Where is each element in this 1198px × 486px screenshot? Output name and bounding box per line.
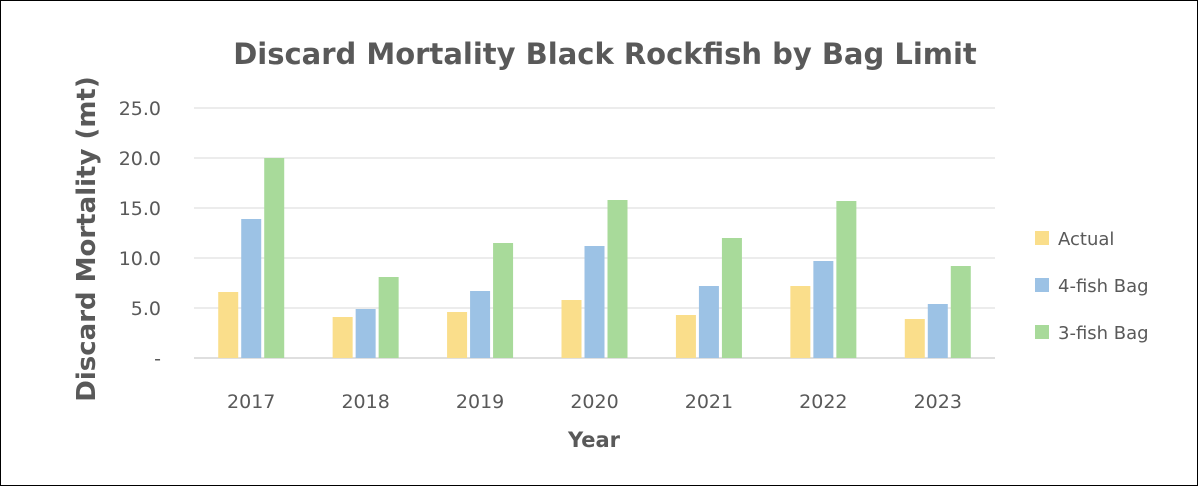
bar	[721, 238, 742, 358]
y-tick-label: -	[154, 348, 161, 370]
x-tick-label: 2018	[341, 391, 389, 413]
bar	[355, 309, 376, 358]
bar	[584, 246, 605, 358]
y-tick-label: 15.0	[119, 198, 161, 220]
bar	[813, 261, 834, 358]
chart-title: Discard Mortality Black Rockfish by Bag …	[233, 37, 977, 71]
legend-swatch	[1035, 325, 1049, 339]
bar	[698, 286, 719, 358]
legend: Actual 4-fish Bag 3-fish Bag	[1035, 229, 1149, 344]
bar	[904, 319, 925, 358]
bar	[241, 219, 262, 358]
bar	[927, 304, 948, 358]
bar	[447, 312, 468, 358]
bar	[950, 266, 971, 358]
bar	[378, 277, 399, 358]
x-axis-title: Year	[567, 428, 621, 452]
bar	[470, 291, 491, 358]
bar	[218, 292, 239, 358]
bar	[332, 317, 353, 358]
bar	[790, 286, 811, 358]
x-tick-label: 2019	[456, 391, 504, 413]
legend-label: 4-fish Bag	[1058, 276, 1149, 297]
y-axis-ticks: - 5.0 10.0 15.0 20.0 25.0	[119, 98, 161, 370]
legend-swatch	[1035, 231, 1049, 245]
y-axis-title: Discard Mortality (mt)	[72, 76, 102, 401]
y-tick-label: 5.0	[131, 298, 161, 320]
bar	[836, 201, 857, 358]
x-tick-label: 2020	[570, 391, 618, 413]
y-tick-label: 10.0	[119, 248, 161, 270]
x-axis-ticks: 2017 2018 2019 2020 2021 2022 2023	[227, 391, 962, 413]
bar	[675, 315, 696, 358]
bar	[264, 158, 285, 358]
x-tick-label: 2022	[799, 391, 847, 413]
bar	[607, 200, 628, 358]
x-tick-label: 2023	[914, 391, 962, 413]
legend-swatch	[1035, 278, 1049, 292]
x-tick-label: 2021	[685, 391, 733, 413]
x-tick-label: 2017	[227, 391, 275, 413]
legend-label: Actual	[1058, 229, 1114, 250]
legend-label: 3-fish Bag	[1058, 323, 1149, 344]
y-tick-label: 20.0	[119, 148, 161, 170]
y-tick-label: 25.0	[119, 98, 161, 120]
bar	[493, 243, 514, 358]
bar	[561, 300, 582, 358]
bars	[218, 158, 971, 358]
